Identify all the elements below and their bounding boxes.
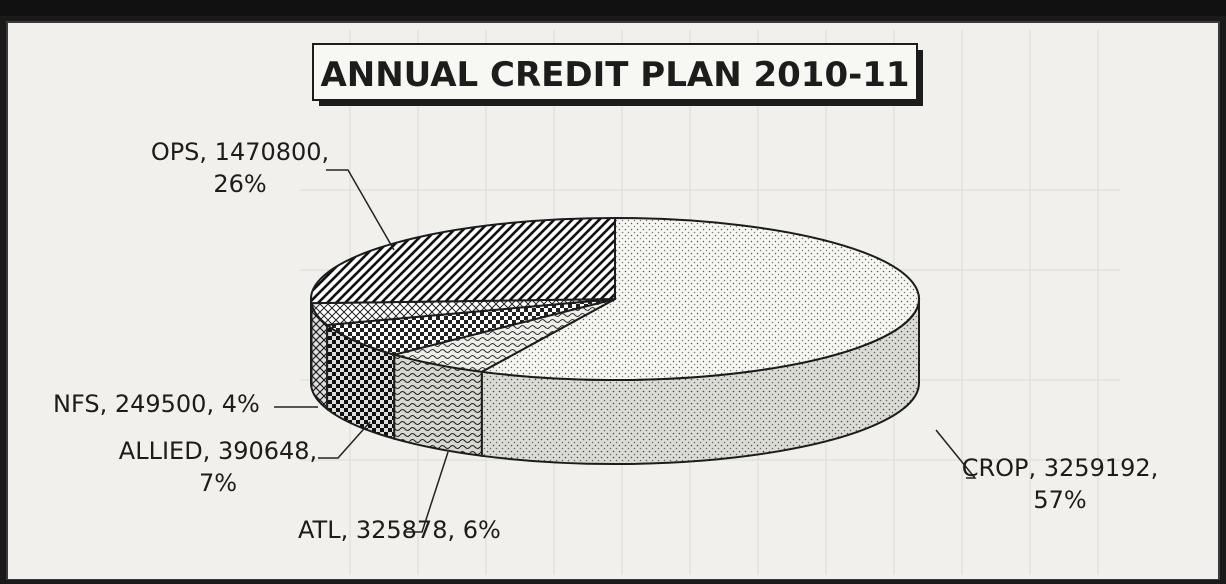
pie-tops: [311, 218, 919, 380]
data-label-ops: OPS, 1470800,: [151, 138, 329, 166]
data-label-atl: ATL, 325878, 6%: [298, 516, 501, 544]
data-label-ops-percent: 26%: [213, 170, 266, 198]
chart-title-box: ANNUAL CREDIT PLAN 2010-11: [313, 44, 923, 106]
data-label-crop: CROP, 3259192,: [962, 454, 1159, 482]
data-label-crop-percent: 57%: [1033, 486, 1086, 514]
data-label-nfs: NFS, 249500, 4%: [53, 390, 260, 418]
chart-title: ANNUAL CREDIT PLAN 2010-11: [320, 55, 909, 95]
data-label-allied: ALLIED, 390648,: [119, 437, 317, 465]
data-label-allied-percent: 7%: [199, 469, 237, 497]
